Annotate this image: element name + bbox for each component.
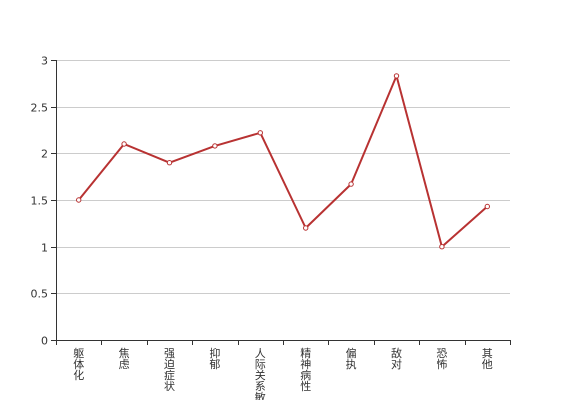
x-category-label: 躯体化 bbox=[73, 347, 84, 382]
x-category-label: 焦虑 bbox=[119, 347, 130, 371]
series-line bbox=[77, 74, 488, 248]
x-category-label: 偏执 bbox=[346, 346, 357, 371]
y-tick-label: 0 bbox=[41, 335, 48, 348]
data-point[interactable] bbox=[393, 73, 400, 79]
x-axis-category-labels: 躯体化 焦虑 强迫症状 抑郁 人际关系敏感 精神病性 偏执 敌对 恐怖 其他 bbox=[73, 346, 493, 400]
data-point[interactable] bbox=[76, 197, 82, 203]
data-point[interactable] bbox=[303, 225, 309, 231]
series-points bbox=[76, 73, 490, 250]
y-tick-label: 1.5 bbox=[31, 195, 49, 208]
y-tick-label: 2 bbox=[41, 148, 48, 161]
y-axis-tick-labels: 0 0.5 1 1.5 2 2.5 3 bbox=[31, 55, 49, 348]
x-category-label: 人际关系敏感 bbox=[255, 347, 266, 400]
x-category-label: 强迫症状 bbox=[164, 347, 175, 393]
x-category-label: 恐怖 bbox=[436, 347, 447, 371]
x-category-label: 抑郁 bbox=[209, 346, 220, 371]
grid-lines bbox=[56, 60, 510, 294]
data-point[interactable] bbox=[121, 141, 127, 147]
y-tick-label: 0.5 bbox=[31, 288, 49, 301]
data-point[interactable] bbox=[257, 130, 263, 136]
x-category-label: 精神病性 bbox=[300, 347, 311, 393]
y-tick-label: 1 bbox=[41, 242, 48, 255]
data-point[interactable] bbox=[212, 143, 218, 149]
data-point[interactable] bbox=[348, 181, 354, 187]
data-point[interactable] bbox=[166, 160, 173, 166]
x-category-label: 敌对 bbox=[391, 346, 402, 371]
data-point[interactable] bbox=[484, 203, 490, 210]
data-point[interactable] bbox=[439, 244, 445, 250]
x-category-label: 其他 bbox=[482, 347, 493, 371]
series-line-0 bbox=[77, 74, 488, 248]
axes bbox=[51, 60, 511, 345]
y-tick-label: 2.5 bbox=[31, 102, 49, 115]
y-tick-label: 3 bbox=[41, 55, 48, 68]
